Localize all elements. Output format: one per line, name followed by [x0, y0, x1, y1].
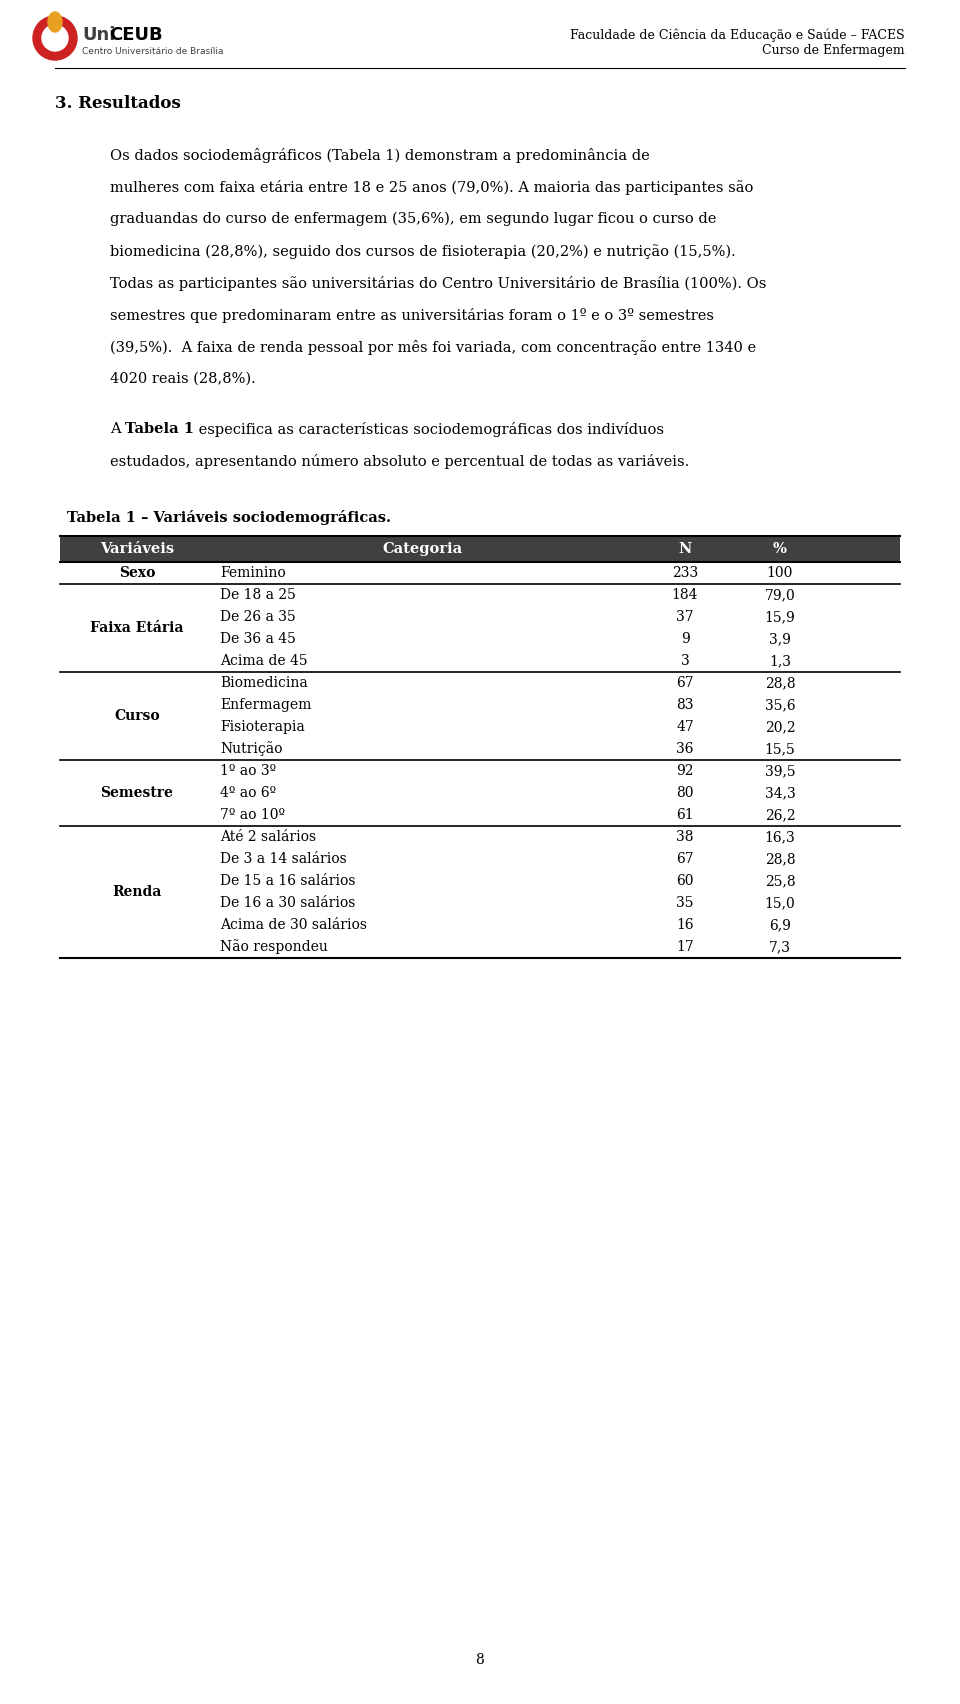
Text: De 36 a 45: De 36 a 45	[220, 632, 296, 646]
Text: Renda: Renda	[112, 884, 161, 900]
Text: 9: 9	[681, 632, 689, 646]
Text: 100: 100	[767, 566, 793, 579]
Text: De 18 a 25: De 18 a 25	[220, 588, 296, 602]
Text: Curso de Enfermagem: Curso de Enfermagem	[762, 44, 905, 56]
Text: 233: 233	[672, 566, 698, 579]
Text: Os dados sociodemâgráficos (Tabela 1) demonstram a predominância de: Os dados sociodemâgráficos (Tabela 1) de…	[110, 148, 650, 164]
Text: 6,9: 6,9	[769, 918, 791, 932]
Text: 34,3: 34,3	[764, 786, 796, 799]
Text: 38: 38	[676, 830, 694, 843]
Text: Tabela 1: Tabela 1	[125, 423, 194, 436]
Text: Nutrição: Nutrição	[220, 741, 282, 757]
FancyBboxPatch shape	[60, 537, 900, 562]
Text: 67: 67	[676, 676, 694, 690]
Text: 1,3: 1,3	[769, 654, 791, 668]
Text: mulheres com faixa etária entre 18 e 25 anos (79,0%). A maioria das participante: mulheres com faixa etária entre 18 e 25 …	[110, 181, 754, 194]
Text: 20,2: 20,2	[765, 721, 795, 734]
Text: 3. Resultados: 3. Resultados	[55, 95, 180, 112]
Text: 15,0: 15,0	[764, 896, 796, 910]
Text: 184: 184	[672, 588, 698, 602]
Text: Semestre: Semestre	[101, 786, 174, 799]
Text: Categoria: Categoria	[382, 542, 462, 556]
Text: 7º ao 10º: 7º ao 10º	[220, 808, 285, 821]
Text: graduandas do curso de enfermagem (35,6%), em segundo lugar ficou o curso de: graduandas do curso de enfermagem (35,6%…	[110, 211, 716, 227]
Text: A: A	[110, 423, 125, 436]
Text: 80: 80	[676, 786, 694, 799]
Text: 37: 37	[676, 610, 694, 624]
Text: Centro Universitário de Brasília: Centro Universitário de Brasília	[82, 48, 224, 56]
Text: De 26 a 35: De 26 a 35	[220, 610, 296, 624]
Text: De 3 a 14 salários: De 3 a 14 salários	[220, 852, 347, 866]
Text: 35,6: 35,6	[765, 699, 795, 712]
Text: Fisioterapia: Fisioterapia	[220, 721, 304, 734]
Text: Uni: Uni	[82, 26, 115, 44]
Text: Não respondeu: Não respondeu	[220, 939, 328, 954]
Text: biomedicina (28,8%), seguido dos cursos de fisioterapia (20,2%) e nutrição (15,5: biomedicina (28,8%), seguido dos cursos …	[110, 244, 735, 259]
Text: Variáveis: Variáveis	[100, 542, 174, 556]
Text: 15,9: 15,9	[764, 610, 796, 624]
Text: especifica as características sociodemográficas dos indivíduos: especifica as características sociodemog…	[194, 423, 664, 436]
Text: 25,8: 25,8	[765, 874, 795, 888]
Text: 16: 16	[676, 918, 694, 932]
Ellipse shape	[48, 12, 62, 32]
Text: 3: 3	[681, 654, 689, 668]
Text: 26,2: 26,2	[765, 808, 795, 821]
Text: Faculdade de Ciência da Educação e Saúde – FACES: Faculdade de Ciência da Educação e Saúde…	[570, 27, 905, 41]
Text: 67: 67	[676, 852, 694, 866]
Text: 16,3: 16,3	[764, 830, 796, 843]
Text: Feminino: Feminino	[220, 566, 286, 579]
Text: De 16 a 30 salários: De 16 a 30 salários	[220, 896, 355, 910]
Text: 39,5: 39,5	[765, 763, 795, 779]
Text: Até 2 salários: Até 2 salários	[220, 830, 316, 843]
Text: semestres que predominaram entre as universitárias foram o 1º e o 3º semestres: semestres que predominaram entre as univ…	[110, 308, 714, 324]
Text: Todas as participantes são universitárias do Centro Universitário de Brasília (1: Todas as participantes são universitária…	[110, 276, 766, 291]
Text: Acima de 30 salários: Acima de 30 salários	[220, 918, 367, 932]
Text: 1º ao 3º: 1º ao 3º	[220, 763, 276, 779]
Text: Enfermagem: Enfermagem	[220, 699, 311, 712]
Text: Curso: Curso	[114, 709, 159, 722]
Text: 17: 17	[676, 941, 694, 954]
Text: 83: 83	[676, 699, 694, 712]
Text: 60: 60	[676, 874, 694, 888]
Circle shape	[42, 26, 68, 51]
Text: 28,8: 28,8	[765, 852, 795, 866]
Text: Acima de 45: Acima de 45	[220, 654, 307, 668]
Text: 92: 92	[676, 763, 694, 779]
Text: 8: 8	[475, 1653, 485, 1667]
Text: 36: 36	[676, 741, 694, 757]
Text: 79,0: 79,0	[764, 588, 796, 602]
Text: Sexo: Sexo	[119, 566, 156, 579]
Text: 15,5: 15,5	[764, 741, 796, 757]
Text: N: N	[679, 542, 692, 556]
Text: estudados, apresentando número absoluto e percentual de todas as variáveis.: estudados, apresentando número absoluto …	[110, 453, 689, 469]
Text: Tabela 1 – Variáveis sociodemográficas.: Tabela 1 – Variáveis sociodemográficas.	[67, 509, 391, 525]
Text: Biomedicina: Biomedicina	[220, 676, 308, 690]
Text: Faixa Etária: Faixa Etária	[90, 620, 183, 636]
Text: %: %	[773, 542, 787, 556]
Text: 4020 reais (28,8%).: 4020 reais (28,8%).	[110, 371, 255, 387]
Text: 61: 61	[676, 808, 694, 821]
Text: CEUB: CEUB	[109, 26, 162, 44]
Text: 4º ao 6º: 4º ao 6º	[220, 786, 276, 799]
Text: 47: 47	[676, 721, 694, 734]
Text: 35: 35	[676, 896, 694, 910]
Text: 28,8: 28,8	[765, 676, 795, 690]
Text: (39,5%).  A faixa de renda pessoal por mês foi variada, com concentração entre 1: (39,5%). A faixa de renda pessoal por mê…	[110, 341, 756, 354]
Text: 7,3: 7,3	[769, 941, 791, 954]
Circle shape	[33, 15, 77, 60]
Text: 3,9: 3,9	[769, 632, 791, 646]
Text: De 15 a 16 salários: De 15 a 16 salários	[220, 874, 355, 888]
